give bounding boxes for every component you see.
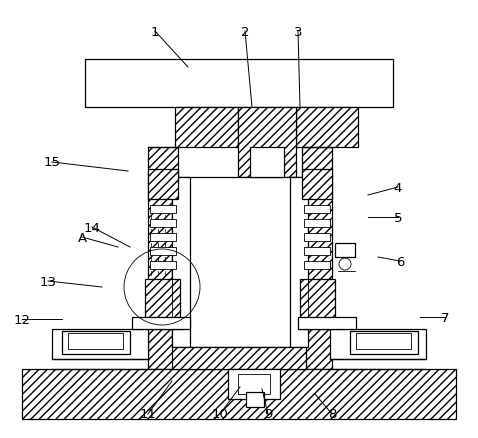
- Text: A: A: [77, 231, 87, 244]
- Bar: [304, 247, 330, 255]
- Bar: [290, 177, 308, 347]
- Bar: [150, 219, 176, 227]
- Text: 7: 7: [441, 311, 449, 324]
- Bar: [330, 329, 426, 359]
- Bar: [150, 247, 176, 255]
- Text: 11: 11: [140, 408, 156, 420]
- Bar: [22, 369, 456, 419]
- Bar: [238, 374, 270, 394]
- Bar: [150, 261, 176, 269]
- Text: 15: 15: [43, 156, 61, 169]
- Bar: [350, 331, 418, 354]
- Bar: [246, 392, 264, 407]
- Bar: [150, 205, 176, 213]
- Bar: [298, 317, 356, 329]
- Text: 14: 14: [84, 221, 100, 234]
- Bar: [356, 333, 411, 349]
- Text: 3: 3: [294, 25, 302, 39]
- Text: 9: 9: [264, 408, 272, 420]
- Bar: [52, 329, 148, 359]
- Bar: [150, 233, 176, 241]
- Text: 8: 8: [328, 408, 336, 420]
- Bar: [148, 170, 178, 200]
- Bar: [145, 279, 180, 319]
- Bar: [238, 108, 296, 177]
- Bar: [228, 369, 280, 399]
- Text: 1: 1: [151, 25, 159, 39]
- Text: 13: 13: [40, 275, 56, 288]
- Bar: [132, 317, 190, 329]
- Bar: [85, 60, 393, 108]
- Bar: [296, 108, 358, 148]
- Text: 6: 6: [396, 255, 404, 268]
- Bar: [304, 219, 330, 227]
- Text: 4: 4: [394, 181, 402, 194]
- Bar: [172, 177, 190, 347]
- Bar: [335, 244, 355, 258]
- Bar: [250, 148, 284, 177]
- Bar: [302, 148, 332, 369]
- Bar: [148, 148, 178, 369]
- Bar: [300, 279, 335, 319]
- Bar: [304, 233, 330, 241]
- Bar: [175, 108, 238, 148]
- Text: 10: 10: [212, 408, 228, 420]
- Text: 12: 12: [13, 313, 31, 326]
- Text: 2: 2: [241, 25, 249, 39]
- Bar: [172, 347, 306, 369]
- Bar: [304, 205, 330, 213]
- Bar: [304, 261, 330, 269]
- Bar: [172, 177, 306, 347]
- Bar: [302, 170, 332, 200]
- Text: 5: 5: [394, 211, 402, 224]
- Bar: [62, 331, 130, 354]
- Bar: [68, 333, 123, 349]
